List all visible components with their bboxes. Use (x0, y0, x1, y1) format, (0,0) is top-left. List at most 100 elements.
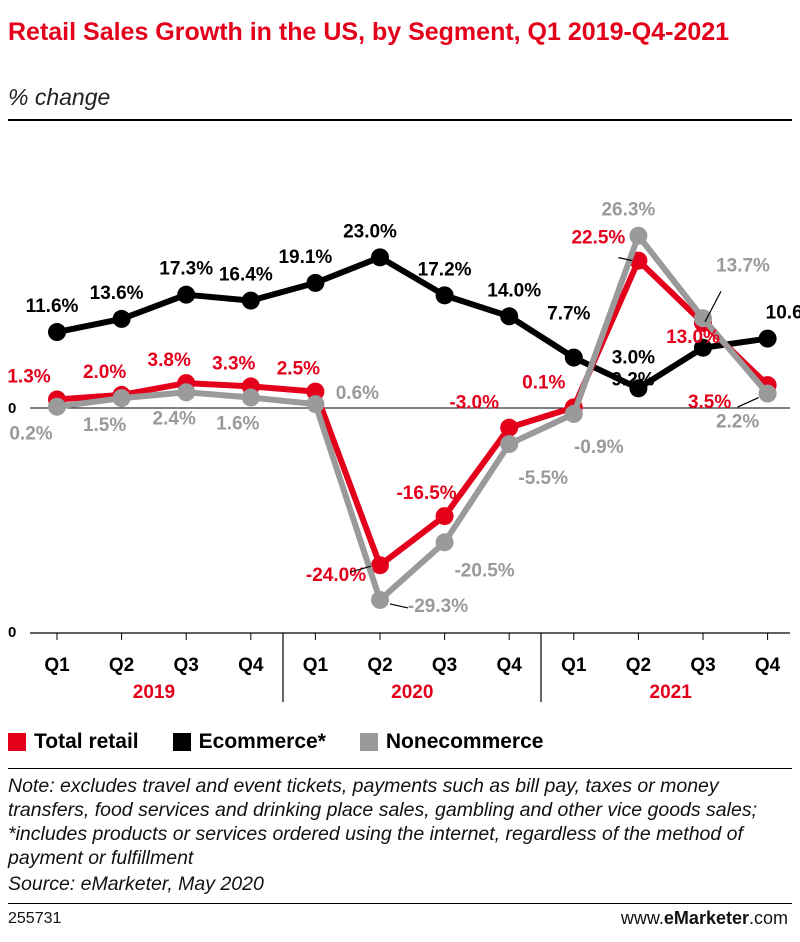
year-label: 2020 (391, 682, 433, 703)
data-point-2-5 (371, 590, 389, 609)
brand-prefix: www. (620, 908, 664, 928)
chart-source: Source: eMarketer, May 2020 (8, 873, 264, 895)
legend-label-total-retail: Total retail (34, 730, 139, 753)
year-label: 2019 (133, 682, 175, 703)
data-label-1-9: 3.0% (612, 347, 655, 368)
data-point-0-7 (500, 418, 519, 437)
data-point-2-4 (306, 395, 325, 414)
data-label-1-11: 10.6% (766, 303, 800, 324)
data-label-1-1: 13.6% (90, 283, 144, 304)
legend: Total retail Ecommerce* Nonecommerce (8, 730, 543, 754)
legend-label-ecommerce: Ecommerce* (198, 730, 326, 753)
data-label-2-6: -20.5% (454, 560, 514, 581)
chart-note: Note: excludes travel and event tickets,… (8, 775, 757, 869)
legend-swatch-total-retail (8, 733, 26, 751)
middle-rule (8, 768, 792, 769)
brand-link[interactable]: www.eMarketer.com (621, 908, 788, 929)
x-tick-label: Q4 (497, 655, 523, 676)
data-point-2-10 (694, 309, 712, 328)
x-tick-label: Q3 (690, 655, 715, 676)
data-point-1-1 (112, 309, 131, 328)
data-point-1-8 (564, 348, 583, 367)
data-label-2-9: 26.3% (601, 200, 655, 221)
x-tick-label: Q2 (626, 655, 651, 676)
data-label-1-3: 16.4% (219, 265, 273, 286)
data-label-0-6: -16.5% (396, 483, 456, 504)
bottom-rule (8, 903, 792, 904)
data-point-2-2 (177, 383, 196, 402)
data-label-2-3: 1.6% (216, 414, 259, 435)
data-label-0-3: 3.3% (212, 353, 255, 374)
brand-suffix: .com (748, 908, 788, 928)
data-point-2-9 (629, 226, 648, 245)
series-line-1 (54, 254, 771, 392)
series-line-0 (54, 257, 771, 569)
data-point-2-3 (241, 388, 260, 407)
data-point-0-4 (306, 382, 325, 401)
data-label-2-5: -29.3% (408, 596, 468, 617)
data-point-1-3 (241, 291, 260, 310)
x-tick-label: Q3 (432, 655, 457, 676)
data-label-1-5: 23.0% (343, 221, 397, 242)
x-tick-label: Q1 (561, 655, 587, 676)
data-label-0-10: 13.0% (666, 327, 720, 348)
x-tick-label: Q3 (174, 655, 199, 676)
chart-id: 255731 (8, 910, 62, 927)
line-chart: 0 0 Q1 Q2 Q3 Q4 Q1 Q2 Q3 Q4 Q1 Q2 Q3 Q4 2019 2020 2021 1.… (7, 200, 800, 703)
brand-name: eMarketer (663, 908, 749, 928)
data-label-1-2: 17.3% (159, 259, 213, 280)
data-point-1-7 (500, 307, 519, 326)
x-tick-label: Q2 (367, 655, 392, 676)
data-point-1-0 (48, 323, 66, 342)
data-point-1-9 (629, 379, 648, 398)
legend-item-nonecommerce: Nonecommerce (359, 730, 544, 754)
data-point-2-8 (564, 404, 583, 423)
data-point-1-2 (177, 285, 196, 304)
data-point-0-5 (371, 556, 389, 575)
legend-item-ecommerce: Ecommerce* (172, 730, 326, 754)
data-label-1-4: 19.1% (278, 247, 332, 268)
data-point-2-7 (500, 435, 519, 454)
data-label-0-9: 22.5% (571, 228, 625, 249)
data-point-1-5 (371, 248, 389, 267)
x-tick-label: Q4 (755, 655, 781, 676)
data-point-2-1 (112, 389, 131, 408)
data-point-2-0 (48, 397, 66, 416)
chart-subtitle: % change (8, 84, 111, 110)
data-label-0-7: -3.0% (449, 393, 499, 414)
data-point-2-6 (435, 533, 454, 552)
data-point-1-4 (306, 273, 325, 292)
leader-line-3 (704, 290, 722, 323)
data-label-0-4: 2.5% (277, 359, 320, 380)
legend-item-total-retail: Total retail (8, 730, 139, 754)
data-label-2-10: 13.7% (716, 255, 770, 276)
leader-line-0 (349, 565, 372, 573)
data-label-1-6: 17.2% (418, 259, 472, 280)
data-label-0-2: 3.8% (148, 350, 191, 371)
top-rule (8, 119, 792, 121)
chart-title: Retail Sales Growth in the US, by Segmen… (8, 18, 730, 46)
legend-label-nonecommerce: Nonecommerce (385, 730, 544, 753)
data-label-2-1: 1.5% (83, 415, 126, 436)
x-tick-label: Q1 (44, 655, 70, 676)
data-label-0-5: -24.0% (306, 565, 366, 586)
leader-line-2 (618, 257, 633, 262)
leader-line-1 (389, 603, 409, 609)
data-point-1-10 (694, 338, 712, 357)
data-point-2-11 (758, 384, 777, 403)
zero-label-top: 0 (8, 400, 16, 417)
data-label-0-8: 0.1% (522, 372, 565, 393)
x-tick-label: Q4 (238, 655, 264, 676)
data-label-1-0: 11.6% (26, 296, 79, 317)
data-label-0-1: 2.0% (83, 362, 126, 383)
data-label-1-8: 7.7% (547, 304, 590, 325)
data-label-2-8: -0.9% (574, 437, 624, 458)
data-label-2-11: 2.2% (716, 412, 759, 433)
year-label: 2021 (650, 682, 693, 703)
data-point-1-6 (435, 286, 454, 305)
data-label-1-7: 14.0% (487, 280, 541, 301)
legend-swatch-nonecommerce (359, 733, 378, 751)
data-label-0-11: 3.5% (688, 392, 731, 413)
data-label-2-0: 0.2% (9, 424, 52, 445)
leader-line-4 (737, 397, 759, 408)
